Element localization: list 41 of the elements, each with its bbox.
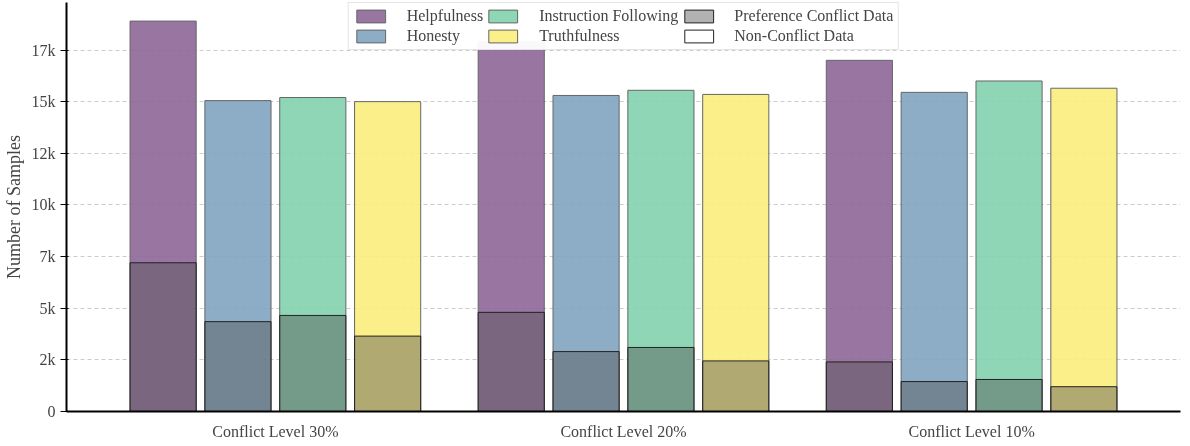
y-tick-label: 17k	[31, 41, 56, 59]
bar	[975, 378, 1043, 412]
legend-label: Non-Conflict Data	[734, 27, 854, 45]
bar	[204, 321, 272, 412]
bar	[552, 351, 620, 412]
bar	[900, 91, 968, 412]
x-tick-label: Conflict Level 20%	[560, 422, 687, 440]
bar	[1050, 87, 1118, 412]
legend-label: Helpfulness	[406, 7, 484, 25]
bar	[825, 59, 893, 412]
bar	[900, 381, 968, 412]
bar	[129, 262, 197, 412]
y-tick-label: 10k	[31, 196, 56, 214]
x-tick-label: Conflict Level 30%	[212, 422, 339, 440]
bar	[975, 80, 1043, 412]
bar	[279, 97, 347, 412]
bar	[702, 93, 770, 412]
x-tick-label: Conflict Level 10%	[908, 422, 1035, 440]
y-tick-label: 2k	[39, 351, 56, 369]
bar	[204, 100, 272, 412]
bar	[354, 101, 422, 412]
y-tick-label: 0	[47, 403, 56, 420]
bar	[702, 360, 770, 412]
bar	[279, 314, 347, 412]
bar	[825, 361, 893, 412]
y-tick-label: 5k	[39, 299, 56, 317]
bar	[354, 335, 422, 412]
legend-label: Honesty	[406, 27, 461, 45]
legend-label: Truthfulness	[539, 27, 620, 45]
bar	[552, 94, 620, 412]
legend-label: Preference Conflict Data	[734, 7, 894, 25]
y-tick-label: 12k	[31, 144, 56, 162]
bar	[627, 89, 695, 412]
bar	[627, 346, 695, 412]
bar	[129, 20, 197, 412]
y-tick-label: 7k	[39, 248, 56, 266]
y-tick-label: 15k	[31, 93, 56, 111]
legend-label: Instruction Following	[539, 7, 679, 25]
bar	[1050, 386, 1118, 412]
y-axis-title: Number of Samples	[3, 135, 24, 279]
bar	[477, 311, 545, 412]
